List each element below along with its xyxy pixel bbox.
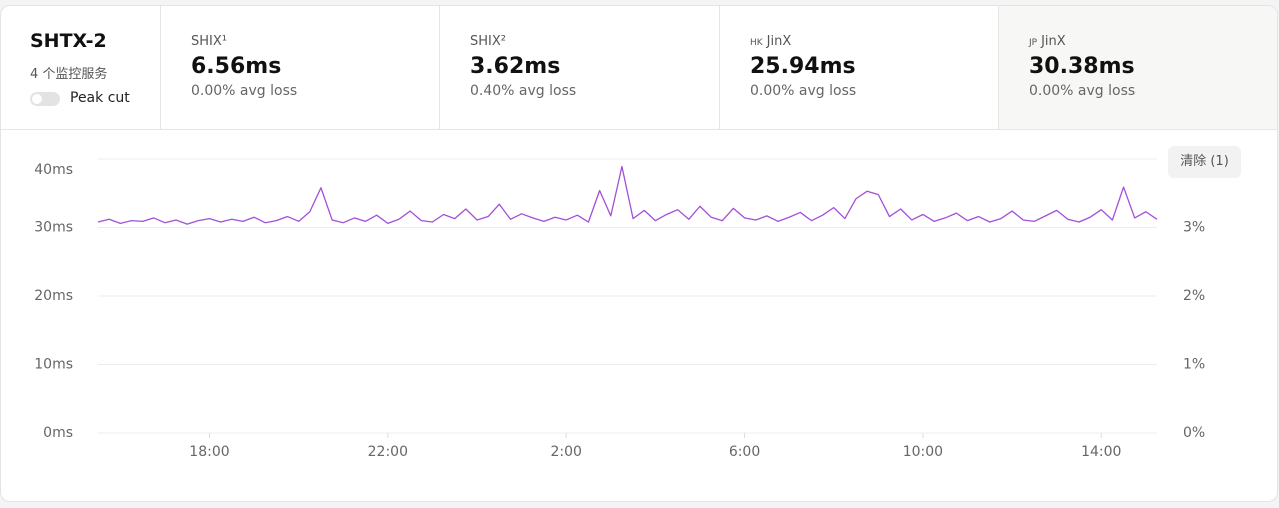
monitor-loss: 0.00% avg loss xyxy=(1029,83,1136,99)
latency-line xyxy=(97,165,1158,225)
monitor-latency: 3.62ms xyxy=(470,54,561,79)
monitor-flag: JP xyxy=(1029,38,1038,48)
y2-tick-label: 1% xyxy=(1183,357,1205,373)
server-name: SHTX-2 xyxy=(30,30,107,52)
monitor-latency: 30.38ms xyxy=(1029,54,1135,79)
peak-cut-toggle[interactable] xyxy=(30,92,60,106)
monitor-loss: 0.00% avg loss xyxy=(191,83,298,99)
card-header: SHTX-2 4 个监控服务 Peak cut SHIX¹ 6.56ms 0.0… xyxy=(1,6,1277,130)
monitor-cell[interactable]: HK JinX 25.94ms 0.00% avg loss xyxy=(719,6,999,129)
x-tick-label: 22:00 xyxy=(368,444,408,460)
x-tick-label: 10:00 xyxy=(903,444,943,460)
monitor-loss: 0.00% avg loss xyxy=(750,83,857,99)
monitor-latency: 25.94ms xyxy=(750,54,856,79)
monitor-name-row: JP JinX xyxy=(1029,34,1066,49)
x-tick-label: 14:00 xyxy=(1081,444,1121,460)
server-card: SHTX-2 4 个监控服务 Peak cut SHIX¹ 6.56ms 0.0… xyxy=(0,5,1278,502)
monitor-flag: HK xyxy=(750,38,763,48)
monitor-name: SHIX¹ xyxy=(191,34,227,49)
y2-tick-label: 0% xyxy=(1183,425,1205,441)
monitor-name-row: HK JinX xyxy=(750,34,791,49)
y-tick-label: 30ms xyxy=(34,220,73,236)
monitor-loss: 0.40% avg loss xyxy=(470,83,577,99)
monitor-cell[interactable]: SHIX² 3.62ms 0.40% avg loss xyxy=(439,6,719,129)
y2-tick-label: 3% xyxy=(1183,220,1205,236)
monitor-name: JinX xyxy=(766,34,792,49)
clear-button[interactable]: 清除 (1) xyxy=(1168,146,1241,178)
monitor-latency: 6.56ms xyxy=(191,54,282,79)
peak-cut-label[interactable]: Peak cut xyxy=(70,90,130,106)
monitor-cell[interactable]: SHIX¹ 6.56ms 0.00% avg loss xyxy=(160,6,440,129)
y-tick-label: 40ms xyxy=(34,162,73,178)
monitor-count: 4 个监控服务 xyxy=(30,67,108,82)
y2-tick-label: 2% xyxy=(1183,288,1205,304)
y-tick-label: 20ms xyxy=(34,288,73,304)
y-tick-label: 0ms xyxy=(43,425,73,441)
x-tick-label: 2:00 xyxy=(550,444,581,460)
monitor-name: SHIX² xyxy=(470,34,506,49)
monitor-name: JinX xyxy=(1041,34,1066,49)
y-tick-label: 10ms xyxy=(34,357,73,373)
x-tick-label: 6:00 xyxy=(729,444,760,460)
x-tick-label: 18:00 xyxy=(189,444,229,460)
monitor-cell[interactable]: JP JinX 30.38ms 0.00% avg loss xyxy=(998,6,1277,129)
